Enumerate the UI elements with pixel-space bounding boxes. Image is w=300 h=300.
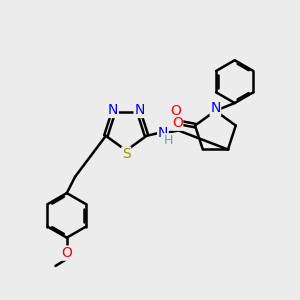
Text: H: H <box>164 134 173 147</box>
Text: N: N <box>134 103 145 117</box>
Text: O: O <box>61 246 72 260</box>
Text: N: N <box>108 103 118 117</box>
Text: N: N <box>158 126 168 140</box>
Text: O: O <box>171 104 182 118</box>
Text: O: O <box>172 116 183 130</box>
Text: S: S <box>122 147 130 161</box>
Text: N: N <box>210 101 220 116</box>
